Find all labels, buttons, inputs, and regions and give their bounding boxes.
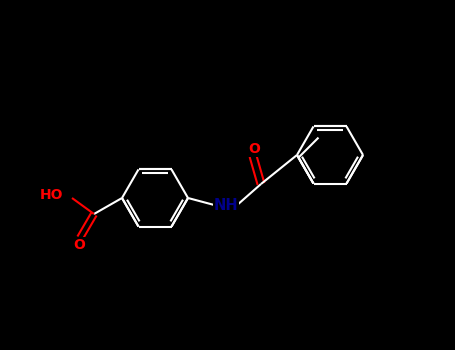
Text: HO: HO — [40, 188, 63, 202]
Text: O: O — [248, 142, 260, 156]
Text: NH: NH — [214, 198, 238, 214]
Text: O: O — [73, 238, 85, 252]
